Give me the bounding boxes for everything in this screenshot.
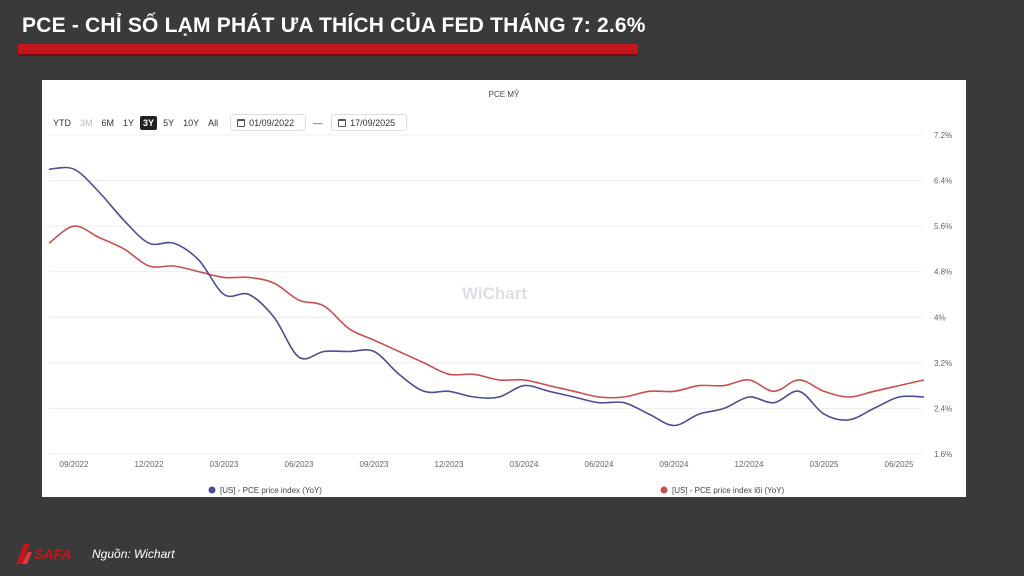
x-tick-label: 03/2023 bbox=[210, 460, 239, 469]
watermark: WiChart bbox=[462, 284, 527, 303]
x-tick-label: 12/2022 bbox=[135, 460, 164, 469]
chart-title: PCE MỸ bbox=[488, 90, 520, 99]
series-line-core-pce bbox=[48, 225, 925, 399]
y-tick-label: 7.2% bbox=[934, 131, 952, 140]
logo-mark-inner bbox=[22, 552, 32, 564]
series-line-pce bbox=[48, 166, 925, 427]
x-axis-labels: 09/2022 12/2022 03/2023 06/2023 09/2023 12/20… bbox=[60, 460, 914, 469]
x-tick-label: 03/2024 bbox=[510, 460, 539, 469]
series-lines bbox=[48, 166, 925, 427]
safa-logo: SAFA bbox=[14, 540, 76, 566]
title-underline-bar bbox=[18, 44, 638, 56]
range-button-6m[interactable]: 6M bbox=[101, 117, 115, 128]
date-to-value: 17/09/2025 bbox=[350, 117, 396, 128]
range-button-ytd[interactable]: YTD bbox=[53, 117, 71, 128]
x-tick-label: 06/2024 bbox=[585, 460, 614, 469]
legend-label[interactable]: [US] - PCE price index lõi (YoY) bbox=[672, 486, 785, 495]
range-button-3y[interactable]: 3Y bbox=[140, 115, 158, 130]
gridlines bbox=[49, 134, 922, 455]
range-button-1y[interactable]: 1Y bbox=[123, 117, 135, 128]
y-tick-label: 5.6% bbox=[934, 222, 952, 231]
y-tick-label: 6.4% bbox=[934, 177, 952, 186]
legend-label[interactable]: [US] - PCE price index (YoY) bbox=[220, 486, 322, 495]
x-tick-label: 06/2023 bbox=[285, 460, 314, 469]
y-tick-label: 2.4% bbox=[934, 404, 952, 413]
logo-mark bbox=[16, 544, 30, 564]
x-tick-label: 09/2023 bbox=[360, 460, 389, 469]
y-tick-label: 3.2% bbox=[934, 359, 952, 368]
y-tick-label: 1.6% bbox=[934, 450, 952, 459]
range-button-all[interactable]: All bbox=[208, 117, 219, 128]
date-separator: — bbox=[313, 117, 323, 128]
line-chart: 1.6% 2.4% 3.2% 4% 4.8% 5.6% 6.4% 7.2% 09/2022 12… bbox=[48, 131, 952, 495]
range-button-5y[interactable]: 5Y bbox=[163, 117, 175, 128]
date-from-field[interactable]: 01/09/2022 bbox=[230, 114, 307, 131]
legend: [US] - PCE price index (YoY) [US] - PCE p… bbox=[208, 486, 785, 495]
legend-marker bbox=[660, 486, 668, 494]
chart-card: PCE MỸ YTD 3M 6M 1Y 3Y 5Y 10Y All 01/09/… bbox=[42, 80, 966, 497]
range-button-3m[interactable]: 3M bbox=[80, 117, 93, 128]
x-tick-label: 06/2025 bbox=[885, 460, 914, 469]
logo-text: SAFA bbox=[34, 546, 71, 562]
date-from-value: 01/09/2022 bbox=[249, 117, 295, 128]
y-axis-labels: 1.6% 2.4% 3.2% 4% 4.8% 5.6% 6.4% 7.2% bbox=[934, 131, 952, 459]
page-title: PCE - CHỈ SỐ LẠM PHÁT ƯA THÍCH CỦA FED T… bbox=[22, 14, 646, 37]
date-to-field[interactable]: 17/09/2025 bbox=[331, 114, 408, 131]
x-tick-label: 09/2024 bbox=[660, 460, 689, 469]
x-tick-label: 09/2022 bbox=[60, 460, 89, 469]
calendar-icon bbox=[338, 118, 347, 127]
y-tick-label: 4.8% bbox=[934, 268, 952, 277]
y-tick-label: 4% bbox=[934, 313, 946, 322]
range-selector: YTD 3M 6M 1Y 3Y 5Y 10Y All 01/09/2022 — … bbox=[50, 114, 408, 131]
source-note: Nguồn: Wichart bbox=[92, 547, 175, 561]
x-tick-label: 12/2023 bbox=[435, 460, 464, 469]
x-tick-label: 03/2025 bbox=[810, 460, 839, 469]
calendar-icon bbox=[237, 118, 246, 127]
watermark-text: WiChart bbox=[462, 284, 527, 303]
range-button-10y[interactable]: 10Y bbox=[183, 117, 200, 128]
x-tick-label: 12/2024 bbox=[735, 460, 764, 469]
legend-marker bbox=[208, 486, 216, 494]
